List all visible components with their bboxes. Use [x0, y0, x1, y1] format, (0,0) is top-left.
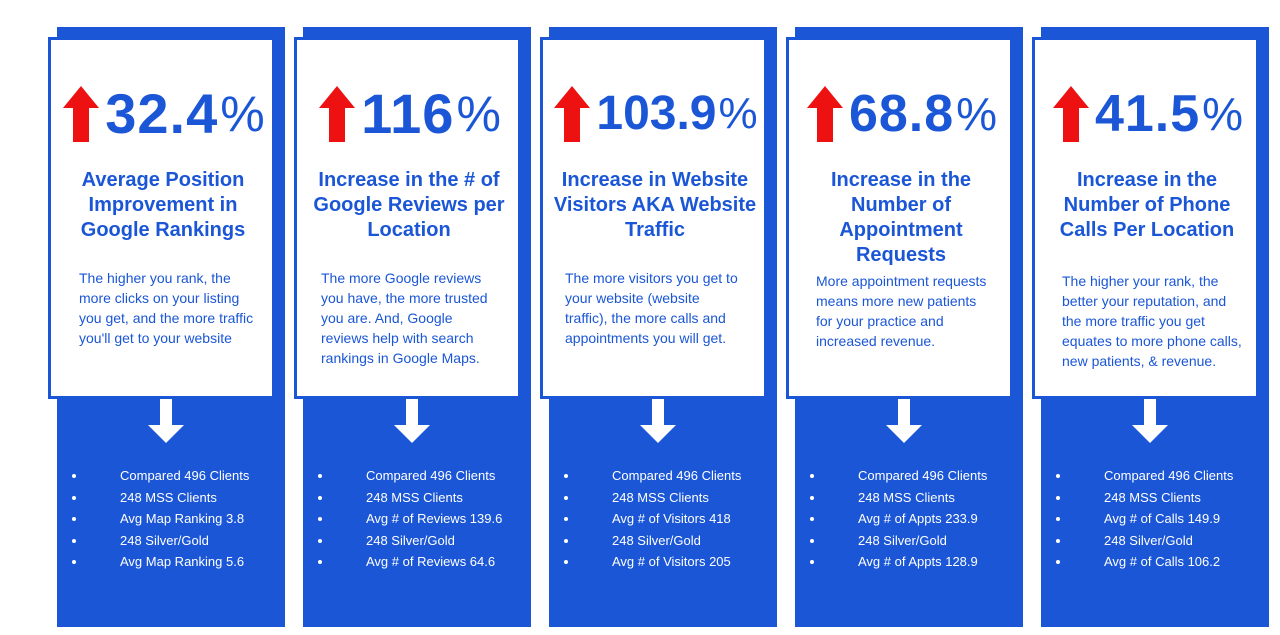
- stat-headline: 32.4%: [57, 84, 271, 144]
- bullet-item: Compared 496 Clients: [314, 465, 524, 487]
- red-up-arrow-icon: [1052, 86, 1089, 142]
- stat-headline: 68.8%: [795, 84, 1009, 144]
- stat-card: 103.9% Increase in Website Visitors AKA …: [540, 37, 767, 399]
- bullet-item: Avg # of Appts 233.9: [806, 508, 1016, 530]
- white-down-arrow-icon: [1132, 399, 1168, 443]
- stat-headline: 116%: [303, 84, 517, 144]
- percent-sign: %: [456, 86, 501, 142]
- bullet-item: 248 MSS Clients: [560, 487, 770, 509]
- red-up-arrow-icon: [63, 86, 100, 142]
- stat-description: More appointment requests means more new…: [816, 273, 987, 349]
- stat-value: 116: [361, 82, 455, 145]
- stat-value: 41.5: [1094, 85, 1201, 143]
- bullet-item: Avg Map Ranking 5.6: [68, 551, 278, 573]
- percent-sign: %: [1202, 88, 1244, 140]
- bullet-item: Avg # of Calls 106.2: [1052, 551, 1262, 573]
- bullet-item: 248 Silver/Gold: [1052, 530, 1262, 552]
- white-down-arrow-icon: [886, 399, 922, 443]
- stat-value: 68.8: [848, 85, 955, 143]
- stat-card: 68.8% Increase in the Number of Appointm…: [786, 37, 1013, 399]
- stat-value: 32.4: [105, 82, 219, 145]
- bullet-item: 248 MSS Clients: [314, 487, 524, 509]
- stat-column-traffic: 103.9% Increase in Website Visitors AKA …: [540, 27, 778, 627]
- stat-description: The higher you rank, the more clicks on …: [79, 270, 254, 346]
- bullet-item: 248 MSS Clients: [806, 487, 1016, 509]
- bullet-item: Compared 496 Clients: [68, 465, 278, 487]
- stat-title: Average Position Improvement in Google R…: [80, 169, 246, 241]
- bullet-item: Avg # of Appts 128.9: [806, 551, 1016, 573]
- stat-headline: 41.5%: [1041, 84, 1255, 144]
- stat-value: 103.9: [596, 87, 717, 140]
- white-down-arrow-icon: [640, 399, 676, 443]
- stat-column-appointments: 68.8% Increase in the Number of Appointm…: [786, 27, 1024, 627]
- stat-column-position: 32.4% Average Position Improvement in Go…: [48, 27, 286, 627]
- stat-description: The more Google reviews you have, the mo…: [321, 270, 488, 366]
- stat-card: 32.4% Average Position Improvement in Go…: [48, 37, 275, 399]
- red-up-arrow-icon: [554, 86, 591, 142]
- bullet-item: Compared 496 Clients: [560, 465, 770, 487]
- stat-title: Increase in Website Visitors AKA Website…: [553, 169, 757, 241]
- bullet-item: Avg # of Visitors 205: [560, 551, 770, 573]
- stat-card: 116% Increase in the # of Google Reviews…: [294, 37, 521, 399]
- white-down-arrow-icon: [148, 399, 184, 443]
- stat-description: The more visitors you get to your websit…: [565, 270, 738, 346]
- stat-bullet-list: Compared 496 Clients 248 MSS Clients Avg…: [1052, 465, 1262, 573]
- bullet-item: 248 MSS Clients: [1052, 487, 1262, 509]
- bullet-item: Compared 496 Clients: [806, 465, 1016, 487]
- stat-bullet-list: Compared 496 Clients 248 MSS Clients Avg…: [806, 465, 1016, 573]
- bullet-item: Avg # of Visitors 418: [560, 508, 770, 530]
- stat-column-calls: 41.5% Increase in the Number of Phone Ca…: [1032, 27, 1270, 627]
- bullet-item: 248 Silver/Gold: [560, 530, 770, 552]
- stat-bullet-list: Compared 496 Clients 248 MSS Clients Avg…: [68, 465, 278, 573]
- red-up-arrow-icon: [806, 86, 843, 142]
- bullet-item: Avg # of Reviews 64.6: [314, 551, 524, 573]
- bullet-item: 248 MSS Clients: [68, 487, 278, 509]
- bullet-item: Compared 496 Clients: [1052, 465, 1262, 487]
- stat-bullet-list: Compared 496 Clients 248 MSS Clients Avg…: [314, 465, 524, 573]
- stat-title: Increase in the # of Google Reviews per …: [313, 169, 505, 241]
- stat-description: The higher your rank, the better your re…: [1062, 273, 1242, 369]
- stat-title: Increase in the Number of Phone Calls Pe…: [1059, 169, 1235, 241]
- bullet-item: 248 Silver/Gold: [806, 530, 1016, 552]
- stat-card: 41.5% Increase in the Number of Phone Ca…: [1032, 37, 1259, 399]
- stat-column-reviews: 116% Increase in the # of Google Reviews…: [294, 27, 532, 627]
- bullet-item: 248 Silver/Gold: [68, 530, 278, 552]
- bullet-item: Avg Map Ranking 3.8: [68, 508, 278, 530]
- percent-sign: %: [718, 89, 758, 138]
- percent-sign: %: [956, 88, 998, 140]
- white-down-arrow-icon: [394, 399, 430, 443]
- bullet-item: Avg # of Calls 149.9: [1052, 508, 1262, 530]
- stat-title: Increase in the Number of Appointment Re…: [830, 169, 972, 266]
- stat-bullet-list: Compared 496 Clients 248 MSS Clients Avg…: [560, 465, 770, 573]
- bullet-item: Avg # of Reviews 139.6: [314, 508, 524, 530]
- red-up-arrow-icon: [319, 86, 356, 142]
- percent-sign: %: [220, 86, 265, 142]
- bullet-item: 248 Silver/Gold: [314, 530, 524, 552]
- stat-headline: 103.9%: [549, 84, 763, 144]
